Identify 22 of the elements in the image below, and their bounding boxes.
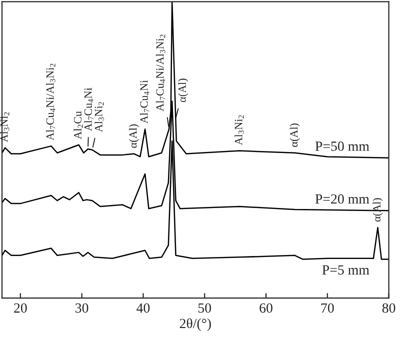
series-label: P=50 mm (315, 142, 370, 151)
series-label: P=5 mm (322, 265, 370, 275)
x-tick-label: 80 (382, 303, 396, 313)
x-tick-label: 30 (76, 303, 88, 313)
x-tick-label: 20 (14, 303, 27, 313)
x-tick-label: 40 (136, 303, 150, 313)
annotation: Al$_{7}$Cu$_{4}$Ni/Al$_{3}$Ni$_{2}$ (156, 34, 166, 112)
x-tick-label: 50 (198, 303, 212, 313)
annotation: Al$_{3}$Ni$_{2}$ (234, 115, 244, 146)
annotation: Al$_{2}$Cu (74, 111, 83, 140)
series-label: P=20 mm (315, 194, 370, 204)
annotation: Al$_{7}$Cu$_{4}$Ni/Al$_{3}$Ni$_{2}$ (46, 64, 56, 140)
annotation: Al$_{7}$Cu$_{4}$Ni (140, 80, 150, 124)
annotation: α(Al) (290, 123, 300, 147)
x-tick-label: 70 (321, 303, 334, 313)
annotation: Al$_{3}$Ni$_{2}$ (94, 102, 104, 132)
annotation: α(Al) (128, 124, 140, 148)
x-tick-label: 60 (260, 303, 272, 313)
annotation: α(Al) (178, 78, 188, 102)
annotation: α(Al) (372, 198, 383, 222)
x-axis-title: 2θ/(°) (180, 318, 211, 331)
annotation: Al$_{7}$Cu$_{4}$Ni (84, 88, 94, 132)
